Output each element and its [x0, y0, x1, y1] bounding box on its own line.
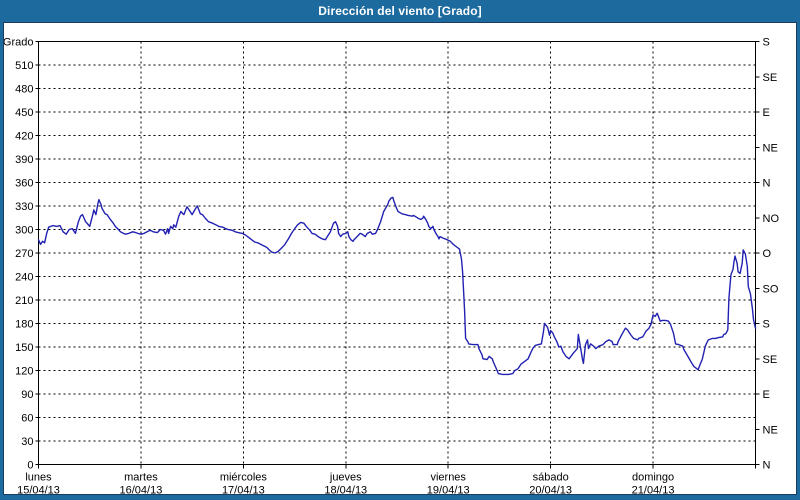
svg-text:N: N [763, 178, 771, 190]
svg-text:martes: martes [124, 472, 158, 484]
left-axis-ticks [35, 41, 39, 465]
svg-text:480: 480 [15, 84, 33, 96]
svg-text:NE: NE [763, 424, 778, 436]
svg-text:19/04/13: 19/04/13 [427, 485, 470, 495]
svg-text:18/04/13: 18/04/13 [324, 485, 367, 495]
plot-border [38, 41, 756, 465]
svg-text:300: 300 [15, 225, 33, 237]
x-axis-ticks [38, 464, 756, 469]
svg-text:jueves: jueves [329, 472, 362, 484]
svg-text:60: 60 [21, 413, 33, 425]
svg-text:NO: NO [763, 213, 780, 225]
svg-text:S: S [763, 319, 770, 331]
svg-text:20/04/13: 20/04/13 [529, 485, 572, 495]
right-axis-labels: S SE E NE N NO O SO S SE E NE N [763, 37, 780, 472]
svg-text:domingo: domingo [632, 472, 674, 484]
svg-text:SE: SE [763, 72, 778, 84]
svg-text:S: S [763, 37, 770, 49]
svg-text:330: 330 [15, 201, 33, 213]
svg-text:lunes: lunes [25, 472, 52, 484]
svg-text:270: 270 [15, 248, 33, 260]
svg-text:N: N [763, 460, 771, 472]
svg-text:17/04/13: 17/04/13 [222, 485, 265, 495]
svg-text:90: 90 [21, 389, 33, 401]
svg-text:180: 180 [15, 319, 33, 331]
svg-text:16/04/13: 16/04/13 [120, 485, 163, 495]
y-axis-title: Grado [4, 37, 34, 49]
right-axis-ticks [755, 41, 760, 465]
series-line [37, 196, 757, 376]
svg-text:O: O [763, 248, 772, 260]
horizontal-gridlines [38, 64, 756, 442]
vertical-gridlines [140, 41, 654, 465]
svg-text:15/04/13: 15/04/13 [17, 485, 60, 495]
svg-text:SE: SE [763, 354, 778, 366]
svg-text:30: 30 [21, 436, 33, 448]
left-axis-labels: 0 30 60 90 120 150 180 210 240 270 300 330 360 390 420… [15, 60, 33, 472]
plot-container: 0 30 60 90 120 150 180 210 240 270 300 330 360 390 420… [3, 22, 797, 495]
svg-text:NE: NE [763, 142, 778, 154]
svg-text:miércoles: miércoles [220, 472, 268, 484]
svg-text:150: 150 [15, 342, 33, 354]
svg-text:E: E [763, 389, 770, 401]
svg-text:E: E [763, 107, 770, 119]
svg-text:240: 240 [15, 272, 33, 284]
svg-text:510: 510 [15, 60, 33, 72]
svg-text:viernes: viernes [430, 472, 466, 484]
svg-text:390: 390 [15, 154, 33, 166]
svg-text:210: 210 [15, 295, 33, 307]
page-title: Dirección del viento [Grado] [318, 4, 482, 18]
svg-text:Grado: Grado [4, 37, 34, 49]
svg-text:21/04/13: 21/04/13 [632, 485, 675, 495]
svg-text:sábado: sábado [533, 472, 569, 484]
svg-text:120: 120 [15, 366, 33, 378]
svg-text:SO: SO [763, 283, 779, 295]
svg-text:420: 420 [15, 131, 33, 143]
svg-text:450: 450 [15, 107, 33, 119]
title-bar: Dirección del viento [Grado] [0, 0, 800, 22]
svg-text:360: 360 [15, 178, 33, 190]
svg-text:0: 0 [27, 460, 33, 472]
chart-canvas: 0 30 60 90 120 150 180 210 240 270 300 330 360 390 420… [4, 37, 780, 495]
